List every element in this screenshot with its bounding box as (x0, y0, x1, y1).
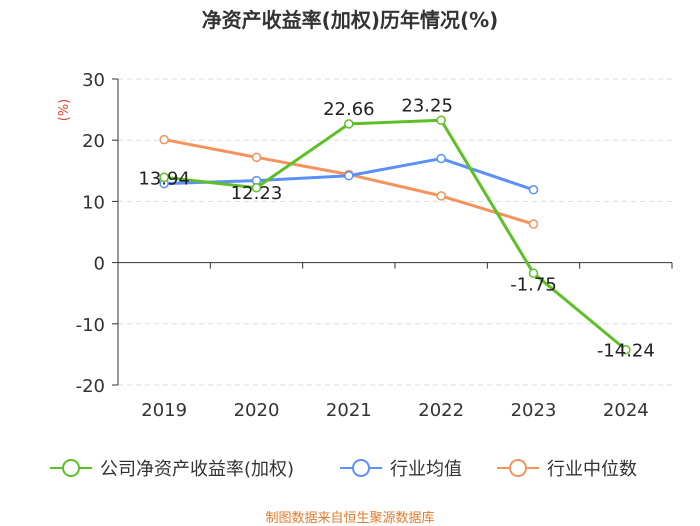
series-line (163, 118, 627, 351)
x-tick-label: 2020 (234, 400, 280, 421)
legend[interactable]: 公司净资产收益率(加权) 行业均值 行业中位数 (50, 459, 637, 480)
legend-item[interactable]: 行业中位数 (497, 459, 637, 480)
axes: -20 -10 0 10 20 30 2019 2020 2021 2022 2023 2024 (%) (57, 70, 673, 421)
y-tick-label: -20 (76, 376, 105, 397)
data-label: -14.24 (597, 341, 655, 362)
data-label: 22.66 (323, 99, 375, 120)
data-point[interactable] (344, 170, 354, 181)
legend-circle-icon (352, 459, 370, 477)
y-tick-label: 10 (82, 192, 105, 213)
legend-item[interactable]: 公司净资产收益率(加权) (50, 459, 294, 480)
data-point[interactable] (436, 153, 446, 164)
x-tick-label: 2024 (603, 400, 649, 421)
x-tick-label: 2019 (141, 400, 187, 421)
data-point[interactable] (344, 119, 354, 129)
y-tick-label: 0 (94, 254, 105, 275)
data-point[interactable] (436, 115, 446, 126)
data-point[interactable] (436, 191, 446, 201)
data-point[interactable] (528, 219, 539, 229)
data-point[interactable] (621, 344, 631, 355)
data-point[interactable] (528, 268, 539, 279)
data-label: 13.94 (138, 168, 190, 189)
x-tick-label: 2022 (418, 400, 464, 421)
y-axis-label: (%) (57, 99, 72, 122)
y-tick-label: 20 (82, 131, 105, 152)
data-labels: 13.94 12.23 22.66 23.25 -1.75 -14.24 (138, 95, 654, 361)
legend-item[interactable]: 行业均值 (340, 459, 462, 480)
data-point[interactable] (528, 185, 539, 195)
source-footer: 制图数据来自恒生聚源数据库 (265, 511, 435, 526)
series-lines (159, 115, 631, 355)
legend-circle-icon (509, 459, 527, 477)
y-tick-label: 30 (82, 70, 105, 91)
grid-lines (118, 78, 672, 386)
data-label: -1.75 (510, 274, 557, 295)
legend-circle-icon (62, 459, 80, 477)
legend-label: 行业中位数 (547, 459, 637, 480)
legend-label: 行业均值 (390, 459, 462, 480)
y-tick-label: -10 (76, 315, 105, 336)
legend-label: 公司净资产收益率(加权) (100, 459, 294, 480)
x-tick-label: 2021 (326, 400, 372, 421)
data-point[interactable] (251, 152, 262, 163)
data-label: 12.23 (231, 183, 283, 204)
chart-title: 净资产收益率(加权)历年情况(%) (201, 8, 499, 32)
data-label: 23.25 (401, 95, 453, 116)
data-point[interactable] (159, 134, 169, 145)
data-point[interactable] (159, 172, 169, 183)
x-tick-label: 2023 (511, 400, 557, 421)
data-point[interactable] (251, 183, 262, 193)
